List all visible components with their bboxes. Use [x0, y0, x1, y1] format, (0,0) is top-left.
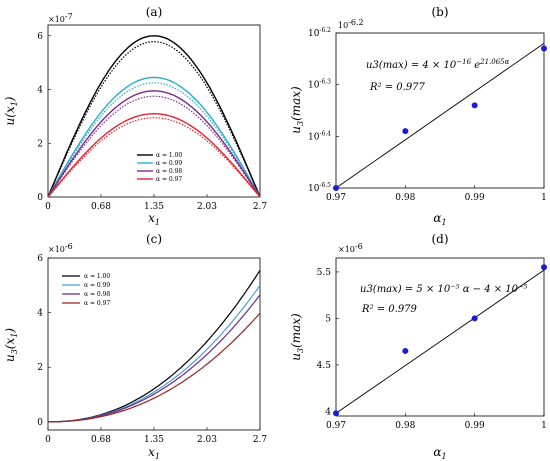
legend-label: α = 1.00	[84, 273, 110, 280]
panel-b-ylabel: u3(max)	[289, 86, 305, 134]
series-line	[48, 294, 261, 423]
panel-d-r2: R² = 0.979	[361, 304, 418, 315]
y-tick-label: 10-6.3	[308, 79, 331, 91]
panel-c-ylabel: u3(x1)	[3, 328, 19, 362]
series-dotted-line	[47, 82, 261, 198]
y-tick-label: 6	[37, 32, 43, 42]
panel-c-multiplier: ×10-6	[48, 242, 73, 254]
series-line	[47, 35, 261, 198]
y-tick-label: 10-6.2	[308, 27, 331, 39]
panel-a-xlabel: x1	[148, 211, 160, 227]
y-tick-label: 6	[37, 254, 43, 264]
fit-line	[335, 42, 545, 189]
series-line	[48, 312, 261, 423]
panel-a-multiplier: ×10-7	[48, 12, 73, 24]
panel-c-label: (c)	[146, 232, 162, 246]
panel-d-equation: u3(max) = 5 × 10⁻⁵ α − 4 × 10⁻⁵	[360, 284, 527, 295]
panel-b-equation: u3(max) = 4 × 10−16 e21.065α	[366, 58, 510, 71]
x-tick-label: 0.99	[465, 421, 485, 431]
panel-b-frame	[335, 32, 545, 189]
x-tick-label: 0	[45, 202, 51, 212]
data-point	[541, 45, 547, 52]
series-line	[48, 284, 261, 423]
x-tick-label: 0.97	[326, 193, 346, 203]
y-tick-label: 5	[325, 314, 331, 324]
x-tick-label: 0.68	[91, 435, 111, 445]
legend-label: α = 0.97	[84, 300, 110, 307]
x-tick-label: 0.97	[326, 421, 346, 431]
y-tick-label: 10-6.4	[308, 130, 331, 142]
x-tick-label: 1	[541, 193, 547, 203]
panel-b-r2: R² = 0.977	[369, 82, 426, 93]
series-dotted-line	[47, 95, 261, 198]
data-point	[333, 185, 339, 191]
panel-c-xlabel: x1	[148, 445, 160, 461]
panel-c: (c) ×10-6 0 0.68 1.35 2.03 2.7 0 2 4 6 α = 1.00…	[3, 232, 267, 461]
y-tick-label: 2	[37, 363, 43, 373]
x-tick-label: 0.68	[91, 202, 111, 212]
panel-b-xlabel: α1	[433, 211, 446, 227]
y-tick-label: 4	[37, 309, 43, 319]
series-line	[47, 90, 261, 198]
panel-d-frame	[335, 257, 545, 417]
y-tick-label: 0	[37, 418, 43, 428]
x-tick-label: 2.03	[197, 435, 217, 445]
y-tick-label: 0	[37, 193, 43, 203]
legend-label: α = 0.99	[156, 160, 182, 167]
fit-line	[335, 269, 545, 414]
panel-d-multiplier: ×10-6	[338, 242, 363, 254]
data-point	[402, 128, 409, 135]
panel-b-multiplier: 10-6.2	[338, 18, 364, 30]
y-tick-label: 4	[325, 407, 331, 417]
panel-c-frame	[47, 257, 261, 431]
x-tick-label: 0.98	[395, 193, 415, 203]
y-tick-label: 4.5	[317, 361, 332, 371]
x-tick-label: 2.7	[253, 202, 268, 212]
legend-label: α = 0.98	[84, 291, 110, 298]
x-tick-label: 0	[45, 435, 51, 445]
legend-label: α = 0.99	[84, 282, 110, 289]
x-tick-label: 0.98	[395, 421, 415, 431]
panel-d-ylabel: u3(max)	[289, 313, 305, 361]
x-tick-label: 1.35	[144, 202, 164, 212]
legend-label: α = 0.97	[156, 176, 182, 183]
x-tick-label: 1.35	[144, 435, 164, 445]
panel-d: (d) ×10-6 0.97 0.98 0.99 1 4 4.5 5 5.5 u3(max)…	[289, 232, 547, 461]
panel-b-label: (b)	[431, 5, 448, 19]
series-dotted-line	[47, 117, 261, 198]
panel-a-ylabel: u(x1)	[3, 96, 19, 125]
series-line	[47, 112, 261, 198]
y-tick-label: 5.5	[317, 268, 332, 278]
x-tick-label: 2.7	[253, 435, 268, 445]
series-line	[47, 76, 261, 198]
panel-d-label: (d)	[431, 232, 448, 246]
panel-a: (a) ×10-7 0 0.68 1.35 2.03 2.7 0 2 4 6 α = 1.00…	[3, 5, 267, 227]
panel-a-label: (a)	[146, 5, 163, 19]
data-point	[402, 347, 409, 354]
legend-label: α = 1.00	[156, 152, 182, 159]
y-tick-label: 2	[37, 139, 43, 149]
data-point	[333, 410, 339, 417]
data-point	[471, 102, 478, 109]
x-tick-label: 2.03	[197, 202, 217, 212]
data-point	[471, 315, 478, 322]
panel-d-xlabel: α1	[433, 445, 446, 461]
series-dotted-line	[47, 41, 261, 198]
data-point	[541, 264, 547, 271]
x-tick-label: 1	[541, 421, 547, 431]
legend-label: α = 0.98	[156, 168, 182, 175]
y-tick-label: 4	[37, 86, 43, 96]
panel-b: (b) 10-6.2 0.97 0.98 0.99 1 10-6.510-6.410-…	[289, 5, 547, 227]
x-tick-label: 0.99	[465, 193, 485, 203]
panel-a-frame	[47, 24, 261, 198]
